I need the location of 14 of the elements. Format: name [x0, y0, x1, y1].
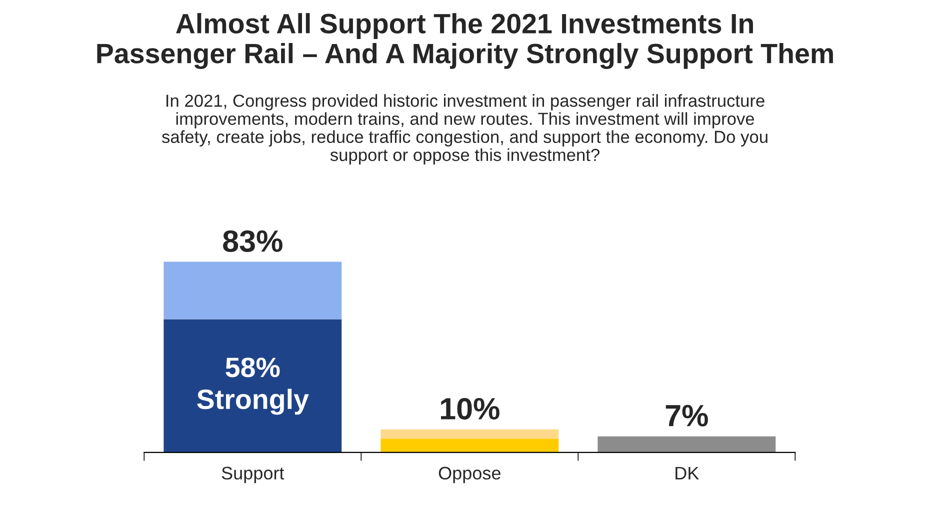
bar — [380, 438, 559, 452]
data-label: 58% Strongly — [197, 358, 309, 415]
bar — [164, 262, 342, 320]
bar — [380, 429, 559, 439]
x-tick-label: Oppose — [438, 466, 500, 484]
x-tick-label: DK — [676, 466, 699, 480]
chart-subtitle: In 2021, Congress provided historic investment in passenger rail infrastructure improvements, modern trains, and new routes. This investment will improve safety, create jobs, reduce traffic congestion, and support the economy. Do you support or oppose this investment? — [162, 94, 768, 165]
bar — [598, 436, 776, 452]
total-label: 7% — [666, 404, 708, 426]
bar — [164, 319, 342, 452]
total-label: 83% — [223, 230, 282, 252]
x-tick-label: Support — [222, 466, 284, 484]
total-label: 10% — [440, 398, 500, 420]
chart-title: Almost All Support The 2021 Investments In Passenger Rail – And A Majority Strongly Support Them — [97, 13, 833, 70]
